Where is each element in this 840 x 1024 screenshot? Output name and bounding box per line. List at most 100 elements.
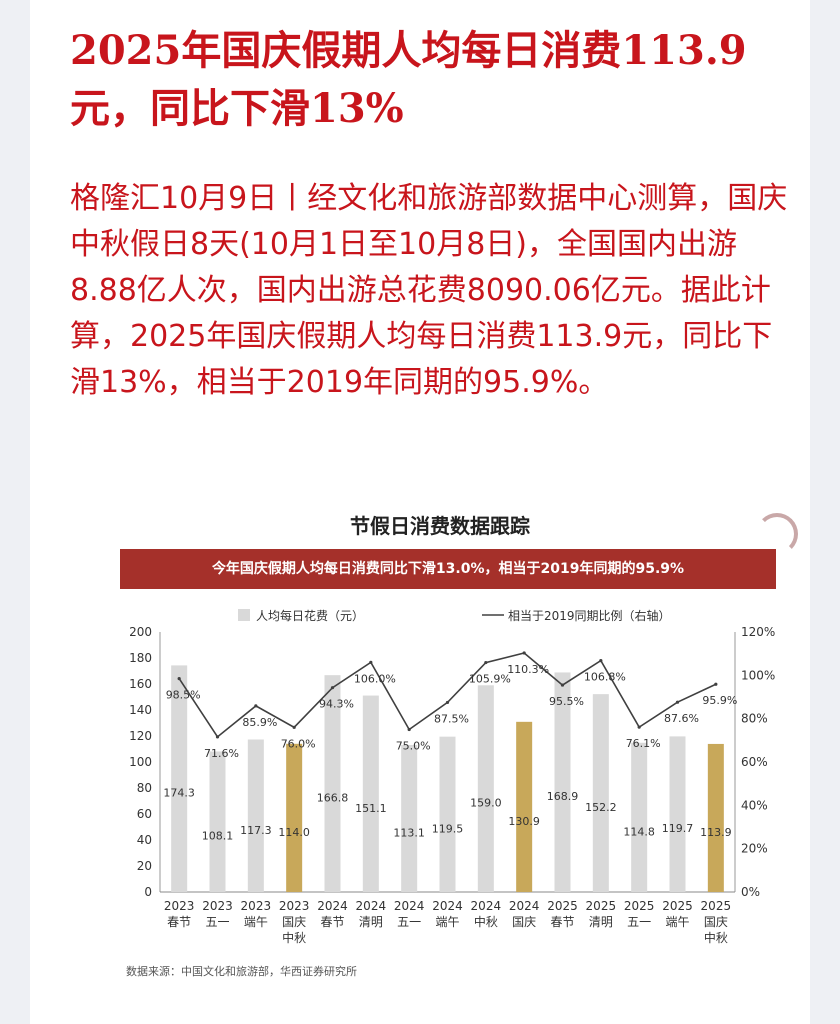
y2-tick-label: 40% bbox=[741, 798, 768, 812]
bar-value-label: 174.3 bbox=[163, 787, 195, 800]
x-tick-label: 2024 bbox=[509, 899, 540, 913]
ratio-value-label: 94.3% bbox=[319, 698, 354, 711]
bar-value-label: 168.9 bbox=[547, 790, 579, 803]
bar-value-label: 152.2 bbox=[585, 801, 617, 814]
ratio-point bbox=[446, 701, 449, 704]
ratio-point bbox=[676, 701, 679, 704]
x-tick-label: 五一 bbox=[627, 915, 651, 929]
bar bbox=[440, 737, 456, 892]
ratio-point bbox=[254, 704, 257, 707]
y-tick-label: 20 bbox=[137, 859, 152, 873]
ratio-point bbox=[369, 661, 372, 664]
y-tick-label: 60 bbox=[137, 807, 152, 821]
bar-value-label: 119.5 bbox=[432, 822, 464, 835]
bar bbox=[631, 743, 647, 892]
ratio-point bbox=[523, 651, 526, 654]
ratio-point bbox=[293, 726, 296, 729]
y-tick-label: 40 bbox=[137, 833, 152, 847]
bar bbox=[248, 740, 264, 892]
ratio-point bbox=[638, 726, 641, 729]
x-tick-label: 中秋 bbox=[282, 930, 306, 945]
bar-value-label: 117.3 bbox=[240, 824, 271, 837]
legend-label-line: 相当于2019同期比例（右轴） bbox=[508, 608, 671, 623]
y-tick-label: 160 bbox=[129, 677, 152, 691]
bar bbox=[363, 696, 379, 892]
y-tick-label: 180 bbox=[129, 651, 152, 665]
bar bbox=[401, 745, 417, 892]
y-tick-label: 140 bbox=[129, 703, 152, 717]
chart-image: 节假日消费数据跟踪 今年国庆假期人均每日消费同比下滑13.0%，相当于2019年… bbox=[90, 505, 790, 1000]
x-tick-label: 五一 bbox=[397, 915, 421, 929]
x-tick-label: 2024 bbox=[317, 899, 348, 913]
legend-swatch-bar bbox=[238, 609, 250, 621]
ratio-value-label: 98.5% bbox=[166, 689, 201, 702]
ratio-point bbox=[714, 683, 717, 686]
x-tick-label: 2024 bbox=[356, 899, 387, 913]
ratio-value-label: 106.0% bbox=[354, 672, 396, 685]
bar-value-label: 151.1 bbox=[355, 802, 387, 815]
y2-tick-label: 20% bbox=[741, 842, 768, 856]
x-tick-label: 五一 bbox=[205, 915, 229, 929]
x-tick-label: 端午 bbox=[435, 915, 459, 929]
legend-label-bar: 人均每日花费（元） bbox=[256, 608, 364, 623]
bar bbox=[670, 736, 686, 892]
chart-svg: 人均每日花费（元） 相当于2019同期比例（右轴） 0 20 40 60 80 100 120 1… bbox=[90, 505, 790, 960]
x-tick-label: 2025 bbox=[662, 899, 693, 913]
bar bbox=[286, 744, 302, 892]
bar bbox=[708, 744, 724, 892]
x-tick-label: 2025 bbox=[624, 899, 655, 913]
ratio-value-label: 75.0% bbox=[396, 740, 431, 753]
ratio-value-label: 105.9% bbox=[469, 673, 511, 686]
ratio-value-label: 95.9% bbox=[702, 694, 737, 707]
x-tick-label: 2024 bbox=[432, 899, 463, 913]
ratio-value-label: 76.0% bbox=[281, 737, 316, 750]
y2-tick-label: 80% bbox=[741, 712, 768, 726]
watermark bbox=[678, 958, 788, 1006]
x-tick-label: 2025 bbox=[547, 899, 578, 913]
x-tick-label: 2025 bbox=[586, 899, 617, 913]
ratio-value-label: 85.9% bbox=[242, 716, 277, 729]
bar bbox=[210, 751, 226, 892]
x-tick-label: 端午 bbox=[665, 915, 689, 929]
ratio-point bbox=[561, 683, 564, 686]
ratio-point bbox=[178, 677, 181, 680]
y-tick-label: 120 bbox=[129, 729, 152, 743]
x-tick-label: 清明 bbox=[589, 915, 613, 929]
y-tick-label: 100 bbox=[129, 755, 152, 769]
y-tick-label: 0 bbox=[144, 885, 152, 899]
ratio-value-label: 76.1% bbox=[626, 737, 661, 750]
bar-value-label: 113.9 bbox=[700, 826, 732, 839]
x-tick-label: 清明 bbox=[359, 915, 383, 929]
x-tick-label: 春节 bbox=[550, 915, 574, 929]
ratio-value-label: 110.3% bbox=[507, 663, 549, 676]
y2-tick-label: 60% bbox=[741, 755, 768, 769]
x-tick-label: 端午 bbox=[244, 915, 268, 929]
y2-tick-label: 100% bbox=[741, 668, 775, 682]
ratio-value-label: 87.6% bbox=[664, 712, 699, 725]
bar bbox=[516, 722, 532, 892]
bar-value-label: 114.0 bbox=[278, 826, 310, 839]
bar-value-label: 159.0 bbox=[470, 797, 502, 810]
x-tick-label: 中秋 bbox=[474, 914, 498, 929]
x-tick-label: 国庆 bbox=[704, 915, 728, 929]
bar-value-label: 108.1 bbox=[202, 830, 234, 843]
x-tick-label: 2023 bbox=[241, 899, 272, 913]
bar bbox=[593, 694, 609, 892]
ratio-point bbox=[408, 728, 411, 731]
y-tick-label: 200 bbox=[129, 625, 152, 639]
ratio-point bbox=[216, 735, 219, 738]
bar-value-label: 166.8 bbox=[317, 792, 349, 805]
chart-source: 数据来源：中国文化和旅游部，华西证券研究所 bbox=[126, 963, 357, 979]
y2-tick-label: 0% bbox=[741, 885, 760, 899]
x-tick-label: 2024 bbox=[471, 899, 502, 913]
x-tick-label: 2025 bbox=[701, 899, 732, 913]
x-tick-label: 2024 bbox=[394, 899, 425, 913]
ratio-point bbox=[331, 686, 334, 689]
x-tick-label: 春节 bbox=[167, 915, 191, 929]
x-tick-label: 中秋 bbox=[704, 930, 728, 945]
x-tick-label: 2023 bbox=[279, 899, 310, 913]
bar-value-label: 114.8 bbox=[623, 825, 655, 838]
ratio-value-label: 87.5% bbox=[434, 712, 469, 725]
article-headline: 2025年国庆假期人均每日消费113.9元，同比下滑13% bbox=[70, 22, 800, 138]
bar-value-label: 119.7 bbox=[662, 822, 694, 835]
